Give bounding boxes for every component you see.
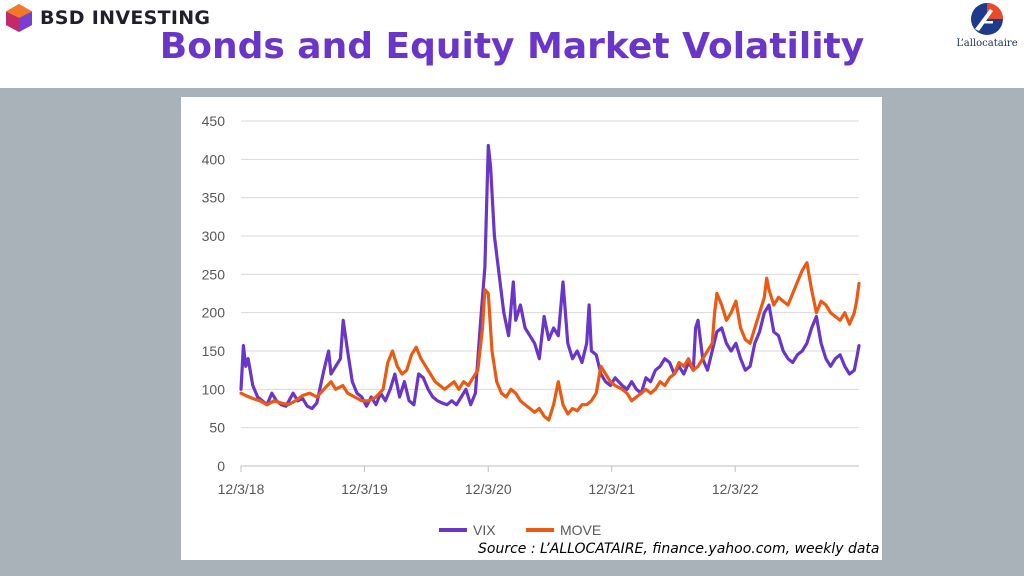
- x-tick-label: 12/3/18: [218, 481, 265, 497]
- x-axis: 12/3/18 12/3/19 12/3/20 12/3/21 12/3/22: [218, 466, 759, 497]
- y-axis-ticks: 0 50 100 150 200 250 300 350 400 450: [202, 113, 226, 474]
- partner-logo: L’allocataire: [950, 2, 1024, 49]
- y-tick-label: 300: [202, 228, 226, 244]
- series-line-move: [239, 261, 861, 422]
- legend-label-vix: VIX: [473, 522, 496, 538]
- slide-header: BSD INVESTING Bonds and Equity Market Vo…: [0, 0, 1024, 88]
- y-tick-label: 250: [202, 266, 226, 282]
- allocataire-logo-icon: [971, 3, 1003, 35]
- legend-label-move: MOVE: [560, 522, 601, 538]
- chart-legend: VIX MOVE: [439, 522, 601, 538]
- x-tick-label: 12/3/19: [341, 481, 388, 497]
- series-line-vix: [239, 143, 861, 411]
- y-tick-label: 400: [202, 151, 226, 167]
- y-tick-label: 450: [202, 113, 226, 129]
- brand-name: BSD INVESTING: [40, 7, 211, 29]
- source-note: Source : L’ALLOCATAIRE, finance.yahoo.co…: [478, 541, 880, 557]
- x-tick-label: 12/3/20: [465, 481, 512, 497]
- y-tick-label: 100: [202, 381, 226, 397]
- y-tick-label: 200: [202, 305, 226, 321]
- y-tick-label: 350: [202, 190, 226, 206]
- y-tick-label: 0: [217, 458, 225, 474]
- x-tick-label: 12/3/21: [588, 481, 635, 497]
- page-title: Bonds and Equity Market Volatility: [159, 26, 865, 67]
- partner-name: L’allocataire: [956, 38, 1018, 49]
- brand: BSD INVESTING: [4, 3, 210, 33]
- chart-series-lines: [239, 143, 861, 422]
- chart-panel: 0 50 100 150 200 250 300 350 400 450 12/3/18 12/3/…: [181, 97, 882, 560]
- x-tick-label: 12/3/22: [712, 481, 759, 497]
- bsd-logo-icon: [6, 4, 32, 32]
- y-tick-label: 50: [209, 420, 225, 436]
- y-tick-label: 150: [202, 343, 226, 359]
